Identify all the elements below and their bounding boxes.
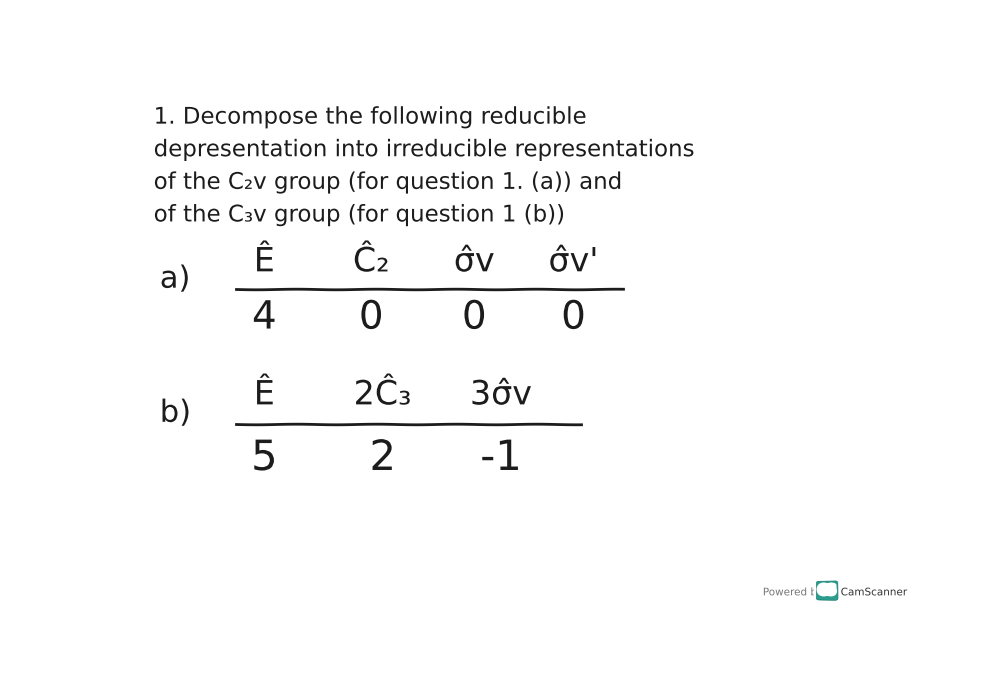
Text: b): b) <box>160 399 191 428</box>
Text: 2Ĉ₃: 2Ĉ₃ <box>354 378 412 411</box>
Text: σ̂v: σ̂v <box>454 245 494 278</box>
FancyBboxPatch shape <box>817 581 837 600</box>
Text: CamScanner: CamScanner <box>841 587 907 598</box>
Text: 0: 0 <box>462 298 487 337</box>
Text: 0: 0 <box>561 298 586 337</box>
Text: a): a) <box>160 265 190 294</box>
Text: of the C₂v group (for question 1. (a)) and: of the C₂v group (for question 1. (a)) a… <box>154 171 622 194</box>
Text: 5: 5 <box>251 437 278 479</box>
Text: Ê: Ê <box>254 378 275 411</box>
Text: 1. Decompose the following reducible: 1. Decompose the following reducible <box>154 106 586 128</box>
Text: 2: 2 <box>369 437 396 479</box>
Text: Ê: Ê <box>254 245 275 278</box>
Text: σ̂v': σ̂v' <box>549 245 599 278</box>
Text: of the C₃v group (for question 1 (b)): of the C₃v group (for question 1 (b)) <box>154 204 564 227</box>
Text: 3σ̂v: 3σ̂v <box>470 378 532 411</box>
Text: CS: CS <box>819 585 835 596</box>
Text: 4: 4 <box>252 298 277 337</box>
Text: 0: 0 <box>359 298 383 337</box>
Text: Powered by: Powered by <box>762 587 823 598</box>
Text: depresentation into irreducible representations: depresentation into irreducible represen… <box>154 138 694 161</box>
Text: -1: -1 <box>481 437 522 479</box>
Text: Ĉ₂: Ĉ₂ <box>353 245 389 278</box>
